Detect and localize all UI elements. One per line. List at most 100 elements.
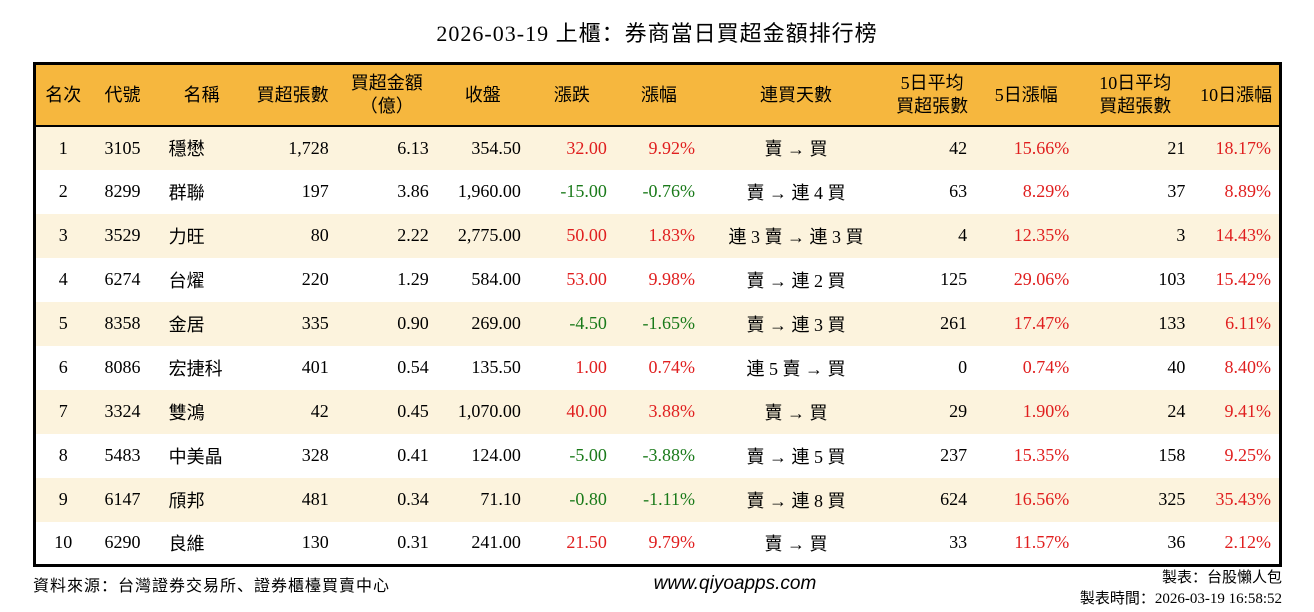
table-row: 4 6274 台燿 220 1.29 584.00 53.00 9.98% 賣 → 連 2 買 1… (34, 257, 1281, 302)
cell-change_pct: 9.79% (648, 532, 695, 553)
cell-rank: 1 (58, 137, 68, 158)
cell-avg5: 4 (958, 225, 968, 245)
column-header-rank: 名次 (34, 63, 91, 127)
cell-pct5: 12.35% (1013, 225, 1070, 245)
column-header-avg10: 10日平均 買超張數 (1077, 63, 1194, 127)
cell-rank: 7 (58, 401, 68, 421)
table-row: 8 5483 中美晶 328 0.41 124.00 -5.00 -3.88% 賣 → 連 5 … (34, 433, 1281, 478)
cell-avg10: 133 (1158, 313, 1186, 333)
cell-pct10: 18.17% (1215, 137, 1272, 158)
cell-code: 3529 (104, 225, 141, 245)
cell-pct10: 6.11% (1225, 313, 1271, 333)
cell-streak: 賣 → 連 2 買 (746, 270, 846, 291)
cell-close: 354.50 (471, 137, 521, 158)
cell-pct5: 15.66% (1013, 137, 1070, 158)
cell-close: 584.00 (471, 269, 521, 289)
cell-volume: 80 (310, 225, 329, 245)
cell-volume: 401 (301, 357, 329, 377)
cell-change: 50.00 (566, 225, 607, 245)
column-header-pct5: 5日漲幅 (975, 63, 1078, 127)
cell-change_pct: 9.98% (648, 269, 695, 289)
cell-amount: 1.29 (397, 269, 429, 289)
cell-code: 6274 (104, 269, 141, 289)
cell-amount: 0.45 (397, 401, 429, 421)
cell-pct5: 15.35% (1013, 445, 1070, 465)
cell-change: 32.00 (566, 137, 607, 158)
cell-streak: 賣 → 買 (764, 533, 828, 554)
table-row: 7 3324 雙鴻 42 0.45 1,070.00 40.00 3.88% 賣 → 買 29 1.… (34, 389, 1281, 434)
cell-rank: 2 (58, 181, 68, 201)
cell-code: 8358 (104, 313, 141, 333)
cell-amount: 0.54 (397, 357, 429, 377)
cell-streak: 連 5 賣 → 買 (746, 358, 846, 379)
cell-change: 1.00 (575, 357, 607, 377)
cell-streak: 賣 → 買 (764, 139, 828, 159)
cell-rank: 3 (58, 225, 68, 245)
cell-streak: 賣 → 連 5 買 (746, 446, 846, 467)
column-header-change_pct: 漲幅 (614, 63, 703, 127)
cell-avg10: 40 (1167, 357, 1186, 377)
cell-close: 2,775.00 (457, 225, 521, 245)
cell-rank: 10 (54, 532, 73, 553)
cell-pct5: 16.56% (1013, 489, 1070, 509)
cell-change: 21.50 (566, 532, 607, 553)
cell-avg5: 0 (958, 357, 968, 377)
cell-close: 1,960.00 (457, 181, 521, 201)
cell-change: -4.50 (569, 313, 607, 333)
cell-name: 頎邦 (168, 490, 205, 511)
cell-pct10: 9.41% (1224, 401, 1272, 421)
cell-amount: 3.86 (397, 181, 429, 201)
cell-change_pct: -1.11% (643, 489, 695, 509)
cell-avg5: 237 (940, 445, 968, 465)
cell-volume: 197 (301, 181, 329, 201)
table-row: 6 8086 宏捷科 401 0.54 135.50 1.00 0.74% 連 5 賣 → 買 0… (34, 345, 1281, 390)
cell-change_pct: 9.92% (648, 137, 695, 158)
table-row: 3 3529 力旺 80 2.22 2,775.00 50.00 1.83% 連 3 賣 → 連… (34, 213, 1281, 258)
cell-change: -0.80 (569, 489, 607, 509)
cell-volume: 481 (301, 489, 329, 509)
cell-avg10: 36 (1167, 532, 1186, 553)
ranking-table: 名次 代號 名稱 買超張數 買超金額 （億） 收盤 漲跌 漲幅 連買天數 5日平均 買超張數 5日漲… (33, 62, 1282, 567)
table-row: 10 6290 良維 130 0.31 241.00 21.50 9.79% 賣 → 買 33 11… (34, 521, 1281, 566)
cell-rank: 5 (58, 313, 68, 333)
cell-close: 71.10 (480, 489, 521, 509)
cell-streak: 賣 → 連 4 買 (746, 182, 846, 203)
cell-close: 269.00 (471, 313, 521, 333)
cell-code: 8299 (104, 181, 141, 201)
cell-pct10: 8.40% (1224, 357, 1272, 377)
cell-avg5: 42 (949, 137, 968, 158)
table-row: 5 8358 金居 335 0.90 269.00 -4.50 -1.65% 賣 → 連 3 買… (34, 301, 1281, 346)
cell-pct10: 15.42% (1215, 269, 1272, 289)
cell-code: 3105 (104, 137, 141, 158)
column-header-change: 漲跌 (528, 63, 615, 127)
cell-pct5: 17.47% (1013, 313, 1070, 333)
cell-streak: 賣 → 買 (764, 402, 828, 423)
cell-name: 力旺 (168, 226, 205, 247)
cell-volume: 220 (301, 269, 329, 289)
cell-streak: 賣 → 連 3 買 (746, 314, 846, 335)
column-header-streak: 連買天數 (702, 63, 890, 127)
cell-code: 5483 (104, 445, 141, 465)
cell-change: -5.00 (569, 445, 607, 465)
cell-pct5: 11.57% (1014, 532, 1070, 553)
cell-code: 6290 (104, 532, 141, 553)
cell-close: 135.50 (471, 357, 521, 377)
cell-streak: 連 3 賣 → 連 3 買 (728, 226, 864, 247)
cell-close: 124.00 (471, 445, 521, 465)
cell-close: 241.00 (471, 532, 521, 553)
cell-rank: 9 (58, 489, 68, 509)
generated-timestamp: 製表時間：2026-03-19 16:58:52 (1079, 591, 1282, 607)
column-header-name: 名稱 (154, 63, 249, 127)
cell-name: 穩懋 (168, 139, 205, 159)
column-header-amount: 買超金額 （億） (336, 63, 437, 127)
cell-amount: 6.13 (397, 137, 429, 158)
cell-volume: 335 (301, 313, 329, 333)
cell-code: 6147 (104, 489, 141, 509)
cell-pct5: 0.74% (1022, 357, 1070, 377)
column-header-avg5: 5日平均 買超張數 (889, 63, 976, 127)
cell-amount: 0.90 (397, 313, 429, 333)
cell-avg5: 624 (940, 489, 968, 509)
cell-avg5: 261 (940, 313, 968, 333)
cell-rank: 4 (58, 269, 68, 289)
